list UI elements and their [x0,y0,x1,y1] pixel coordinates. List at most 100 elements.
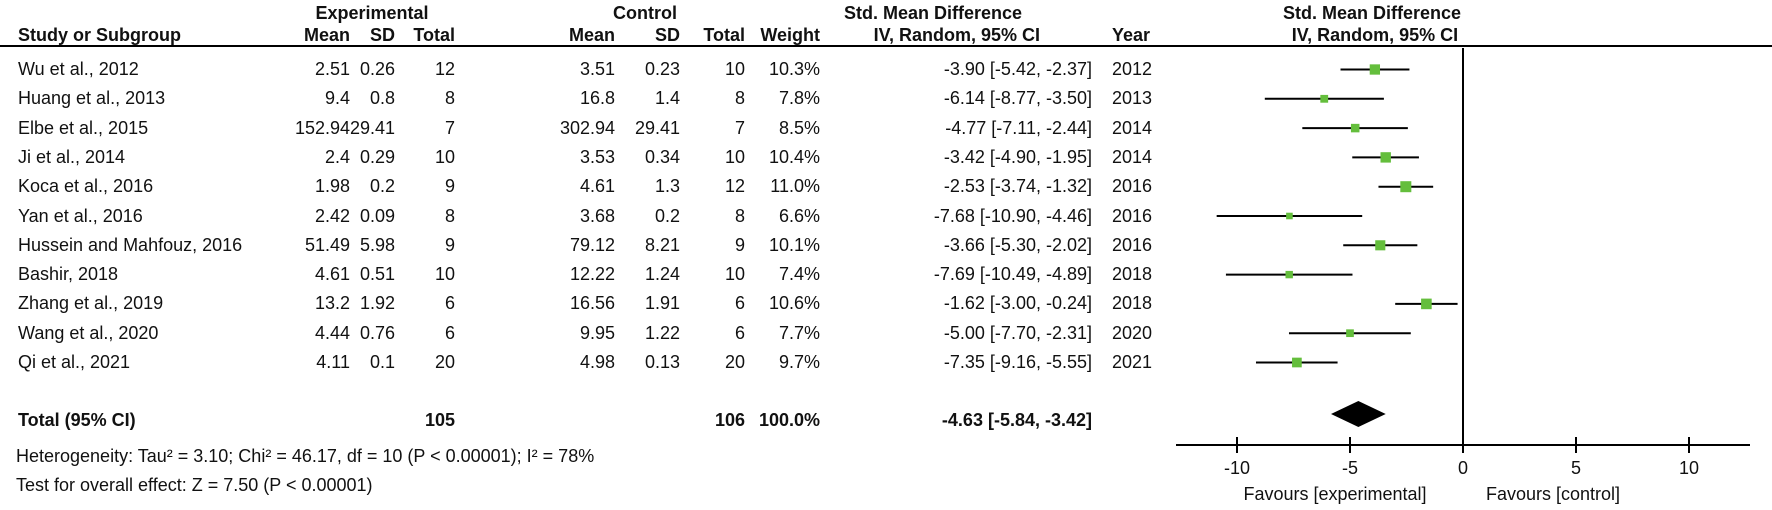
exp-sd: 5.98 [359,234,395,255]
year: 2012 [1112,59,1153,79]
study-row: Bashir, 2018 4.61 0.51 10 12.22 1.24 10 7.4% -7.… [0,260,1772,289]
ci-text: -4.77 [-7.11, -2.44] [945,117,1092,138]
header-weight: Weight [760,25,820,45]
exp-total: 10 [434,146,455,167]
axis-tick-label: 0 [1458,458,1468,478]
ctrl-mean: 12.22 [569,264,615,285]
year: 2014 [1112,117,1153,138]
study-row: Zhang et al., 2019 13.2 1.92 6 16.56 1.91 6 10.… [0,289,1772,318]
exp-sd: 0.29 [359,146,395,167]
study-label: Wu et al., 2012 [18,59,139,79]
exp-mean: 2.51 [314,59,350,79]
exp-sd: 0.51 [359,264,395,285]
study-row: Elbe et al., 2015 152.94 29.41 7 302.94 29.41… [0,114,1772,143]
ctrl-total: 10 [724,264,745,285]
ci-text: -1.62 [-3.00, -0.24] [943,293,1092,314]
exp-sd: 29.41 [349,117,395,138]
exp-sd: 0.09 [359,205,395,226]
weight: 8.5% [778,117,820,138]
weight: 9.7% [778,352,820,372]
axis-tick-label: -10 [1224,458,1250,478]
exp-mean: 9.4 [324,88,350,109]
ci-text: -6.14 [-8.77, -3.50] [943,88,1092,109]
exp-total: 6 [444,293,455,314]
ctrl-total: 6 [734,293,745,314]
total-exp-total: 105 [424,410,455,430]
ctrl-sd: 1.3 [654,176,680,197]
year: 2013 [1112,88,1153,109]
study-row: Qi et al., 2021 4.11 0.1 20 4.98 0.13 20 9.7% -7… [0,348,1772,377]
weight: 7.8% [778,88,820,109]
total-weight: 100.0% [758,410,820,430]
study-row: Koca et al., 2016 1.98 0.2 9 4.61 1.3 12 11.0% -… [0,172,1772,201]
study-label: Bashir, 2018 [18,264,119,285]
weight: 7.7% [778,322,820,343]
study-label: Qi et al., 2021 [18,352,131,372]
year: 2014 [1112,146,1153,167]
weight: 10.6% [768,293,820,314]
ctrl-sd: 29.41 [634,117,680,138]
overall-effect-note: Test for overall effect: Z = 7.50 (P < 0… [16,475,373,495]
exp-total: 20 [434,352,455,372]
favours-right-label: Favours [control] [1486,484,1620,504]
study-label: Zhang et al., 2019 [18,293,164,314]
ctrl-total: 6 [734,322,745,343]
ctrl-sd: 1.91 [644,293,680,314]
ctrl-sd: 0.23 [644,59,680,79]
study-label: Wang et al., 2020 [18,322,159,343]
exp-sd: 0.8 [369,88,395,109]
axis-tick-label: 5 [1571,458,1581,478]
year: 2016 [1112,205,1153,226]
study-row: Huang et al., 2013 9.4 0.8 8 16.8 1.4 8 7.8% -6.… [0,84,1772,113]
year: 2020 [1112,322,1153,343]
exp-mean: 13.2 [314,293,350,314]
study-row: Yan et al., 2016 2.42 0.09 8 3.68 0.2 8 6.6% -7.… [0,202,1772,231]
weight: 10.1% [768,234,820,255]
ci-text: -5.00 [-7.70, -2.31] [943,322,1092,343]
exp-mean: 1.98 [314,176,350,197]
ctrl-mean: 16.8 [579,88,615,109]
ctrl-sd: 1.22 [644,322,680,343]
year: 2018 [1112,264,1153,285]
header-study: Study or Subgroup [18,25,181,45]
ctrl-total: 8 [734,88,745,109]
ci-text: -7.69 [-10.49, -4.89] [933,264,1092,285]
ctrl-mean: 9.95 [579,322,615,343]
header-rule [0,45,1772,47]
ctrl-total: 7 [734,117,745,138]
header-exp-sd: SD [369,25,395,45]
study-row: Wang et al., 2020 4.44 0.76 6 9.95 1.22 6 7.7% -… [0,319,1772,348]
ctrl-total: 20 [724,352,745,372]
study-label: Yan et al., 2016 [18,205,143,226]
ctrl-total: 8 [734,205,745,226]
ctrl-total: 9 [734,234,745,255]
weight: 7.4% [778,264,820,285]
exp-sd: 0.76 [359,322,395,343]
exp-total: 9 [444,234,455,255]
exp-mean: 2.4 [324,146,350,167]
ci-text: -3.66 [-5.30, -2.02] [943,234,1092,255]
exp-mean: 4.44 [314,322,350,343]
header-ctrl-sd: SD [654,25,680,45]
header-effect-table: Std. Mean Difference [843,3,1023,23]
total-row: Total (95% CI) 105 106 100.0% -4.63 [-5.… [0,406,1772,435]
weight: 10.4% [768,146,820,167]
weight: 6.6% [778,205,820,226]
exp-total: 12 [434,59,455,79]
ctrl-sd: 0.13 [644,352,680,372]
axis-tick-label: 10 [1679,458,1699,478]
exp-total: 7 [444,117,455,138]
ctrl-total: 10 [724,59,745,79]
ctrl-mean: 302.94 [559,117,615,138]
ctrl-mean: 4.98 [579,352,615,372]
ci-text: -7.35 [-9.16, -5.55] [943,352,1092,372]
weight: 11.0% [770,176,820,197]
ctrl-total: 10 [724,146,745,167]
total-ctrl-total: 106 [714,410,745,430]
header-exp-total: Total [413,25,455,45]
year: 2016 [1112,234,1153,255]
exp-mean: 4.61 [314,264,350,285]
header-method-plot: IV, Random, 95% CI [1291,25,1459,45]
header-ctrl-total: Total [703,25,745,45]
exp-mean: 152.94 [294,117,350,138]
